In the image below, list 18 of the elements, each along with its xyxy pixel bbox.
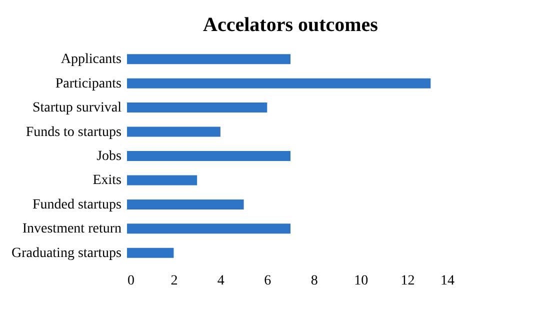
y-tick-label: Exits bbox=[92, 173, 122, 188]
x-tick-label: 12 bbox=[400, 274, 415, 288]
y-tick-label: Graduating startups bbox=[11, 246, 122, 261]
x-tick-label: 8 bbox=[310, 274, 318, 288]
y-tick-label: Funded startups bbox=[32, 197, 122, 212]
x-tick-label: 2 bbox=[170, 274, 178, 288]
x-tick-label: 14 bbox=[440, 274, 454, 288]
y-tick-label: Investment return bbox=[22, 222, 122, 237]
x-tick-label: 6 bbox=[264, 274, 272, 288]
y-tick-label: Funds to startups bbox=[26, 124, 122, 140]
y-tick-label: Jobs bbox=[96, 149, 122, 164]
y-tick-label: Participants bbox=[55, 76, 122, 92]
x-tick-label: 10 bbox=[354, 274, 368, 288]
x-tick-label: 0 bbox=[128, 274, 134, 288]
y-tick-label: Applicants bbox=[60, 52, 122, 68]
chart-title: Accelators outcomes bbox=[203, 14, 378, 36]
y-tick-label: Startup survival bbox=[32, 100, 122, 116]
x-tick-label: 4 bbox=[217, 274, 224, 288]
